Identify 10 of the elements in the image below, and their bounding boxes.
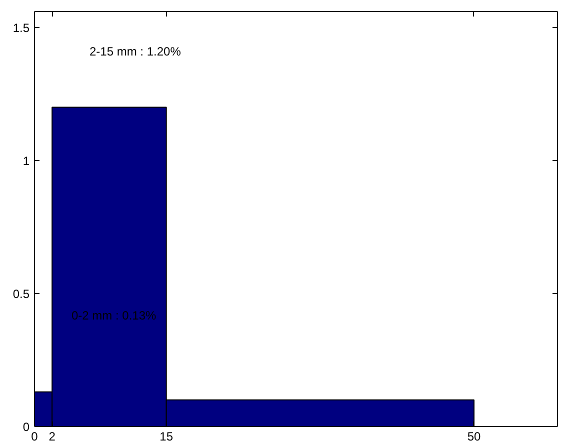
y-tick-label: 1.5 xyxy=(12,20,30,35)
x-tick-label: 50 xyxy=(467,430,481,444)
x-tick-label: 15 xyxy=(160,430,174,444)
y-tick-label: 0.5 xyxy=(12,286,30,301)
annotation: 2-15 mm : 1.20% xyxy=(90,44,182,58)
x-tick-label: 0 xyxy=(31,430,38,444)
x-tick-label: 2 xyxy=(48,430,56,444)
annotation: 0-2 mm : 0.13% xyxy=(72,308,157,322)
y-tick-label: 1 xyxy=(22,154,30,168)
y-tick-label: 0 xyxy=(22,420,30,434)
